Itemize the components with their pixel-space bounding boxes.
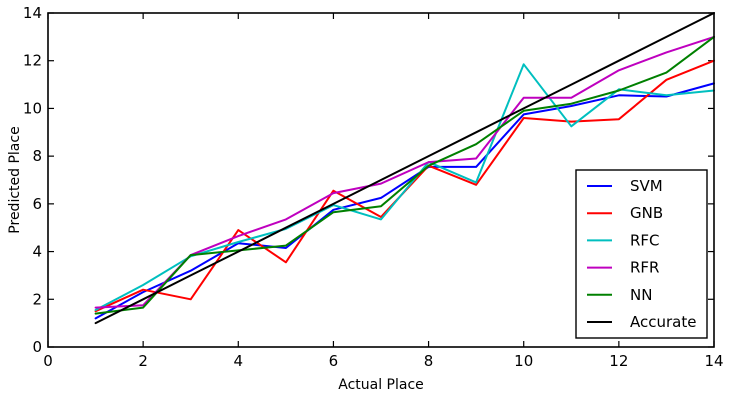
legend-label: GNB bbox=[630, 204, 663, 222]
y-axis-title: Predicted Place bbox=[7, 126, 23, 233]
y-tick-label: 12 bbox=[23, 52, 42, 70]
x-tick-label: 12 bbox=[609, 352, 628, 370]
legend: SVM GNB RFC RFR NN Accurate bbox=[575, 169, 708, 339]
x-tick-label: 10 bbox=[514, 352, 533, 370]
legend-label: RFR bbox=[630, 259, 659, 277]
x-tick-label: 6 bbox=[329, 352, 339, 370]
x-axis-title: Actual Place bbox=[338, 377, 424, 393]
y-tick-label: 4 bbox=[32, 243, 42, 261]
y-tick-label: 2 bbox=[32, 290, 42, 308]
legend-label: NN bbox=[630, 286, 652, 304]
x-tick-label: 0 bbox=[43, 352, 53, 370]
x-tick-label: 8 bbox=[424, 352, 434, 370]
series-line-accurate bbox=[94, 12, 715, 325]
plot-frame bbox=[47, 12, 715, 348]
y-tick-label: 6 bbox=[32, 195, 42, 213]
legend-label: Accurate bbox=[630, 313, 696, 331]
legend-box bbox=[575, 169, 708, 339]
x-tick-label: 14 bbox=[704, 352, 723, 370]
x-tick-label: 4 bbox=[234, 352, 244, 370]
x-tick-label: 2 bbox=[138, 352, 148, 370]
legend-label: SVM bbox=[630, 177, 663, 195]
series-line-rfr bbox=[94, 35, 715, 309]
y-tick-label: 10 bbox=[23, 99, 42, 117]
y-tick-label: 8 bbox=[32, 147, 42, 165]
series-lines bbox=[94, 12, 715, 325]
y-tick-label: 14 bbox=[23, 4, 42, 22]
series-line-svm bbox=[94, 82, 715, 320]
series-line-nn bbox=[94, 35, 715, 315]
legend-label: RFC bbox=[630, 231, 660, 249]
tick-labels: 0 2 4 6 8 10 12 14 0 2 4 6 8 10 12 14 bbox=[23, 4, 724, 370]
y-tick-label: 0 bbox=[32, 338, 42, 356]
